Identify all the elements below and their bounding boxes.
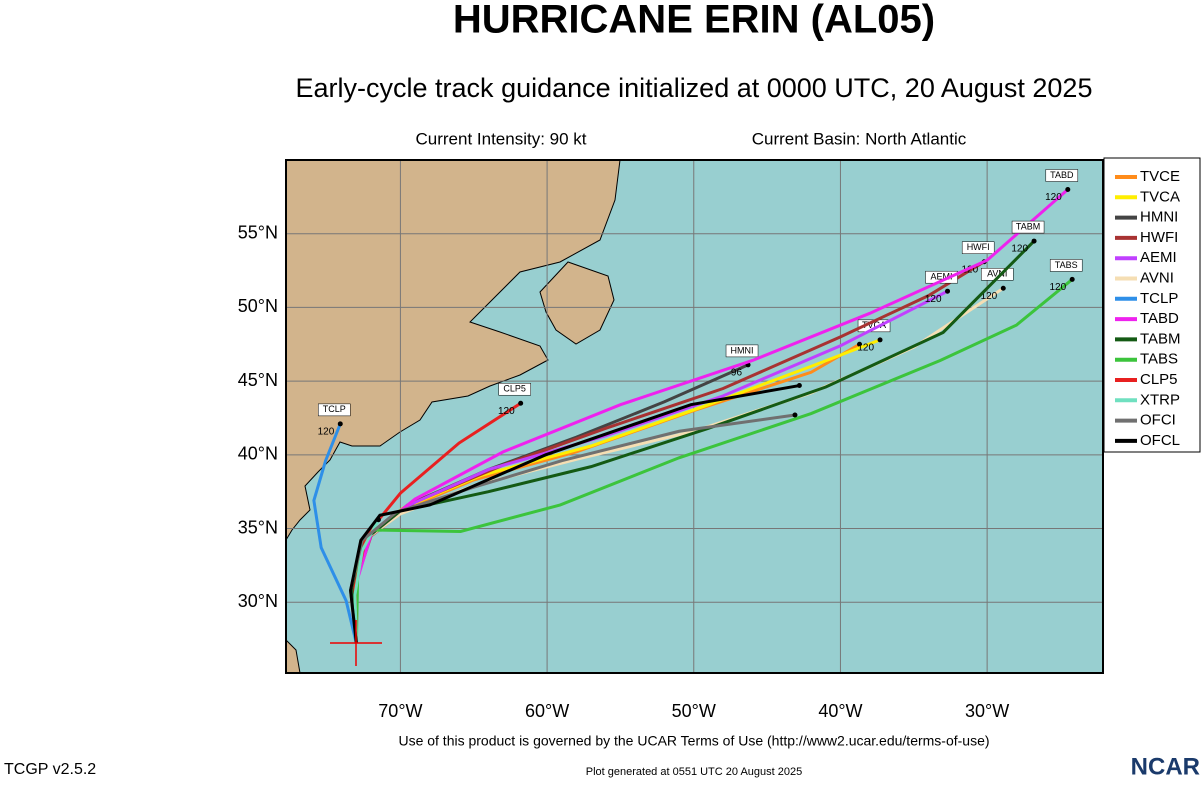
name-label: HMNI [731, 345, 754, 355]
track-end [1000, 285, 1006, 291]
subtitle: Early-cycle track guidance initialized a… [296, 73, 1093, 103]
track-end [1069, 276, 1075, 282]
logo: NCAR [1131, 753, 1200, 780]
legend-label: TVCE [1140, 168, 1180, 185]
name-box [318, 403, 351, 417]
name-box [725, 344, 759, 358]
legend-label: CLP5 [1140, 371, 1178, 388]
hour-label: 96 [731, 368, 743, 379]
hour-label: 120 [962, 264, 979, 275]
track-end [337, 421, 343, 427]
name-label: HWFI [967, 242, 990, 252]
version: TCGP v2.5.2 [4, 761, 96, 778]
track-end [857, 341, 863, 347]
hour-label: 120 [925, 294, 942, 305]
name-box [498, 382, 531, 396]
lat-label: 50°N [238, 296, 278, 316]
hour-label: 120 [498, 406, 515, 417]
name-label: TABD [1050, 170, 1074, 180]
name-label: AVNI [987, 269, 1007, 279]
hour-label: 120 [1045, 192, 1062, 203]
legend-label: TABD [1140, 310, 1179, 327]
name-box [1045, 169, 1079, 182]
track [353, 188, 1069, 644]
legend-label: AEMI [1140, 249, 1177, 266]
name-box [1011, 220, 1045, 234]
intensity: Current Intensity: 90 kt [415, 129, 586, 148]
basin: Current Basin: North Atlantic [752, 129, 967, 148]
lat-label: 45°N [238, 370, 278, 390]
legend-label: AVNI [1140, 269, 1174, 286]
title: HURRICANE ERIN (AL05) [453, 0, 935, 42]
name-box [1049, 259, 1083, 272]
legend-label: OFCL [1140, 432, 1180, 449]
lat-label: 35°N [238, 517, 278, 537]
track-end [945, 288, 951, 294]
hour-label: 120 [318, 427, 335, 438]
lat-label: 40°N [238, 444, 278, 464]
legend-label: HMNI [1140, 209, 1178, 226]
track-end [796, 383, 802, 389]
generated: Plot generated at 0551 UTC 20 August 202… [586, 766, 803, 778]
track [349, 384, 800, 644]
legend-label: XTRP [1140, 391, 1180, 408]
track-end [877, 337, 883, 343]
name-label: CLP5 [503, 384, 526, 394]
track [312, 423, 358, 644]
hour-label: 120 [981, 291, 998, 302]
name-label: AEMI [931, 272, 953, 282]
lon-label: 40°W [818, 701, 862, 721]
track-end [1065, 186, 1071, 192]
land [285, 159, 621, 674]
legend-label: OFCI [1140, 412, 1176, 429]
lon-label: 30°W [965, 701, 1009, 721]
name-label: TVCA [862, 320, 886, 330]
legend-label: TVCA [1140, 188, 1180, 205]
name-box [925, 270, 958, 284]
lon-label: 60°W [525, 701, 569, 721]
hour-label: 120 [857, 342, 874, 353]
lat-label: 30°N [238, 591, 278, 611]
name-label: TCLP [323, 404, 346, 414]
legend-label: TABM [1140, 330, 1181, 347]
name-label: TABM [1016, 221, 1040, 231]
name-box [961, 241, 995, 254]
track-end [1031, 238, 1037, 244]
legend-label: TABS [1140, 351, 1178, 368]
legend-label: TCLP [1140, 290, 1178, 307]
track-end [792, 412, 798, 418]
lon-label: 50°W [672, 701, 716, 721]
name-label: TABS [1055, 260, 1078, 270]
storm-marker [330, 620, 382, 666]
lat-label: 55°N [238, 222, 278, 242]
legend-label: HWFI [1140, 229, 1178, 246]
terms: Use of this product is governed by the U… [398, 733, 989, 749]
lon-label: 70°W [378, 701, 422, 721]
hour-label: 120 [1011, 244, 1028, 255]
legend [1103, 157, 1201, 453]
hour-label: 120 [1050, 282, 1067, 293]
track-end [518, 400, 524, 406]
map-frame [285, 159, 1104, 674]
